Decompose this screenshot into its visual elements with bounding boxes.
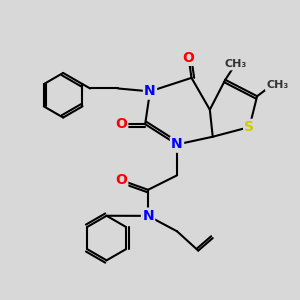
- Text: O: O: [115, 117, 127, 131]
- Text: N: N: [171, 137, 183, 152]
- Text: N: N: [144, 84, 156, 98]
- Text: O: O: [183, 51, 194, 64]
- Text: S: S: [244, 120, 254, 134]
- Text: CH₃: CH₃: [266, 80, 288, 90]
- Text: CH₃: CH₃: [224, 59, 247, 69]
- Text: O: O: [115, 173, 127, 187]
- Text: N: N: [142, 209, 154, 223]
